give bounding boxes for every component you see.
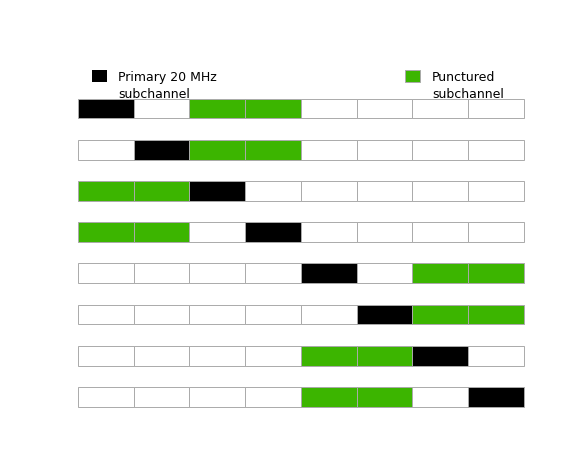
Bar (468, 264, 524, 283)
Bar (245, 346, 301, 365)
Bar (134, 181, 190, 201)
Text: Primary 20 MHz
subchannel: Primary 20 MHz subchannel (118, 71, 217, 101)
Bar (356, 222, 412, 242)
Bar (78, 305, 134, 325)
Bar (78, 387, 134, 407)
Bar (301, 264, 356, 283)
Bar (190, 222, 245, 242)
Bar (190, 346, 245, 365)
Bar (92, 70, 107, 82)
Bar (412, 181, 468, 201)
Bar (78, 140, 134, 159)
Bar (412, 346, 468, 365)
Bar (301, 140, 356, 159)
Bar (468, 99, 524, 119)
Bar (245, 181, 301, 201)
Text: Punctured
subchannel: Punctured subchannel (432, 71, 504, 101)
Bar (245, 305, 301, 325)
Bar (190, 181, 245, 201)
Bar (134, 222, 190, 242)
Bar (468, 222, 524, 242)
Bar (301, 346, 356, 365)
Bar (356, 305, 412, 325)
Bar (356, 140, 412, 159)
Bar (134, 99, 190, 119)
Bar (245, 387, 301, 407)
Bar (412, 387, 468, 407)
Bar (412, 99, 468, 119)
Bar (412, 222, 468, 242)
Bar (78, 222, 134, 242)
Bar (245, 222, 301, 242)
Bar (301, 387, 356, 407)
Bar (412, 305, 468, 325)
Bar (134, 305, 190, 325)
Bar (301, 305, 356, 325)
Bar (301, 99, 356, 119)
Bar (134, 264, 190, 283)
Bar (406, 70, 420, 82)
Bar (468, 346, 524, 365)
Bar (356, 264, 412, 283)
Bar (78, 346, 134, 365)
Bar (134, 140, 190, 159)
Bar (190, 140, 245, 159)
Bar (412, 264, 468, 283)
Bar (78, 99, 134, 119)
Bar (412, 140, 468, 159)
Bar (78, 181, 134, 201)
Bar (468, 387, 524, 407)
Bar (468, 305, 524, 325)
Bar (190, 387, 245, 407)
Bar (356, 387, 412, 407)
Bar (356, 99, 412, 119)
Bar (356, 181, 412, 201)
Bar (301, 181, 356, 201)
Bar (134, 387, 190, 407)
Bar (245, 99, 301, 119)
Bar (245, 264, 301, 283)
Bar (190, 264, 245, 283)
Bar (468, 181, 524, 201)
Bar (356, 346, 412, 365)
Bar (190, 99, 245, 119)
Bar (78, 264, 134, 283)
Bar (468, 140, 524, 159)
Bar (190, 305, 245, 325)
Bar (245, 140, 301, 159)
Bar (301, 222, 356, 242)
Bar (134, 346, 190, 365)
